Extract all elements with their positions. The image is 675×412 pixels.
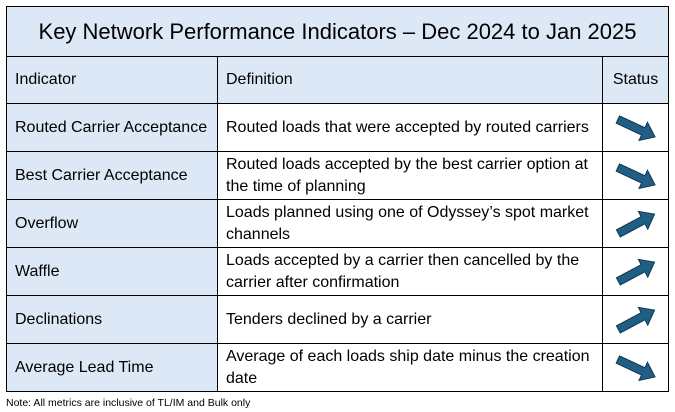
up-right-arrow-icon xyxy=(615,306,655,334)
down-right-arrow-icon xyxy=(615,354,656,381)
header-definition: Definition xyxy=(217,56,603,104)
footnote: Note: All metrics are inclusive of TL/IM… xyxy=(6,397,251,409)
definition-cell: Average of each loads ship date minus th… xyxy=(217,343,603,392)
kpi-rows: Routed Carrier Acceptance Routed loads th… xyxy=(6,103,670,392)
up-right-arrow-icon xyxy=(615,210,655,238)
indicator-cell: Waffle xyxy=(6,247,218,296)
table-title: Key Network Performance Indicators – Dec… xyxy=(5,6,670,57)
status-cell xyxy=(601,199,670,248)
header-status: Status xyxy=(601,56,670,104)
table-row: Declinations Tenders declined by a carrie… xyxy=(6,295,670,344)
table-row: Average Lead Time Average of each loads s… xyxy=(6,343,670,392)
up-right-arrow-icon xyxy=(615,258,655,286)
indicator-cell: Routed Carrier Acceptance xyxy=(6,103,218,152)
status-cell xyxy=(601,247,670,296)
indicator-cell: Best Carrier Acceptance xyxy=(6,151,218,200)
indicator-cell: Declinations xyxy=(6,295,218,344)
table-row: Overflow Loads planned using one of Odyss… xyxy=(6,199,670,248)
definition-cell: Loads planned using one of Odyssey’s spo… xyxy=(217,199,603,248)
definition-cell: Tenders declined by a carrier xyxy=(217,295,603,344)
table-row: Best Carrier Acceptance Routed loads acce… xyxy=(6,151,670,200)
table-row: Waffle Loads accepted by a carrier then c… xyxy=(6,247,670,296)
status-cell xyxy=(601,295,670,344)
status-cell xyxy=(601,103,670,152)
header-indicator: Indicator xyxy=(6,56,218,104)
indicator-cell: Overflow xyxy=(6,199,218,248)
status-cell xyxy=(601,151,670,200)
table-row: Routed Carrier Acceptance Routed loads th… xyxy=(6,103,670,152)
status-cell xyxy=(601,343,670,392)
definition-cell: Loads accepted by a carrier then cancell… xyxy=(217,247,603,296)
definition-cell: Routed loads accepted by the best carrie… xyxy=(217,151,603,200)
definition-cell: Routed loads that were accepted by route… xyxy=(217,103,603,152)
down-right-arrow-icon xyxy=(615,114,656,141)
indicator-cell: Average Lead Time xyxy=(6,343,218,392)
kpi-table: Key Network Performance Indicators – Dec… xyxy=(5,6,670,392)
down-right-arrow-icon xyxy=(615,162,656,189)
